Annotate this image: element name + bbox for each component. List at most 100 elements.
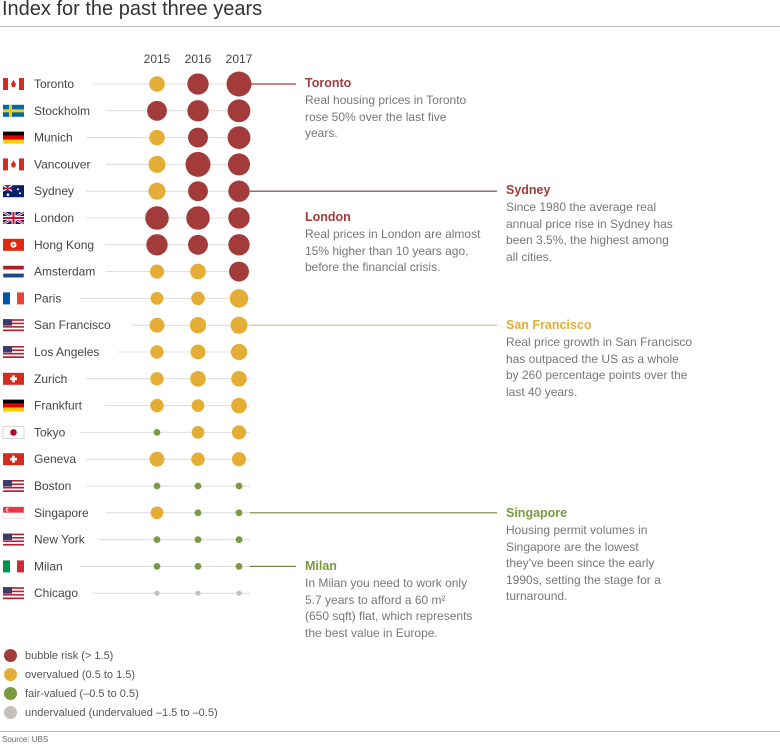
flag-se-icon bbox=[3, 104, 24, 117]
bubble-stockholm-2015 bbox=[147, 100, 167, 121]
annotation-text-line: by 260 percentage points over the bbox=[506, 368, 688, 382]
footer-divider bbox=[0, 731, 780, 732]
city-label: Toronto bbox=[34, 77, 74, 91]
city-label: Amsterdam bbox=[34, 265, 95, 279]
city-label: Paris bbox=[34, 291, 61, 305]
bubble-stockholm-2016 bbox=[187, 100, 209, 122]
bubble-milan-2015 bbox=[153, 563, 161, 570]
bubble-amsterdam-2015 bbox=[149, 264, 165, 279]
bubble-geneva-2015 bbox=[149, 451, 165, 467]
annotation-text-line: Singapore are the lowest bbox=[506, 539, 639, 554]
bubble-los-angeles-2017 bbox=[230, 343, 248, 361]
flag-de-icon bbox=[3, 131, 24, 144]
page-title: Index for the past three years bbox=[2, 0, 263, 20]
bubble-new-york-2015 bbox=[153, 536, 161, 543]
annotation-text-line: 5.7 years to afford a 60 m² bbox=[305, 592, 446, 607]
bubble-sydney-2015 bbox=[148, 182, 166, 200]
bubble-geneva-2017 bbox=[231, 452, 247, 467]
bubble-tokyo-2017 bbox=[231, 425, 247, 440]
city-label: San Francisco bbox=[34, 318, 111, 332]
bubble-london-2015 bbox=[145, 206, 169, 230]
bubble-toronto-2016 bbox=[187, 73, 209, 95]
city-label: Stockholm bbox=[34, 104, 90, 118]
city-label: New York bbox=[34, 533, 86, 547]
bubble-vancouver-2015 bbox=[148, 155, 166, 173]
bubble-paris-2016 bbox=[191, 291, 205, 306]
year-header-2017: 2017 bbox=[226, 52, 253, 66]
bubble-munich-2017 bbox=[227, 126, 251, 149]
bubble-frankfurt-2016 bbox=[191, 399, 205, 412]
annotation-title: Sydney bbox=[506, 183, 551, 197]
bubble-frankfurt-2017 bbox=[231, 397, 247, 414]
annotation-text-line: the best value in Europe. bbox=[305, 625, 438, 640]
flag-nl-icon bbox=[2, 265, 25, 278]
city-label: Geneva bbox=[34, 452, 76, 466]
annotation-text-line: annual price rise in Sydney has bbox=[506, 216, 673, 231]
annotation-title: Singapore bbox=[506, 506, 568, 520]
bubble-milan-2017 bbox=[235, 563, 243, 570]
annotation-text-line: years. bbox=[305, 126, 338, 140]
bubble-sydney-2016 bbox=[188, 181, 208, 202]
flag-us-icon bbox=[3, 346, 24, 358]
flag-de-icon bbox=[3, 399, 24, 412]
annotation-text-line: Real price growth in San Francisco bbox=[506, 335, 693, 349]
bubble-amsterdam-2016 bbox=[190, 263, 206, 280]
bubble-chart: 2015 2016 2017 Toronto Stockholm Munich Vancou… bbox=[2, 52, 497, 600]
bubble-zurich-2016 bbox=[190, 371, 206, 387]
flag-us-icon bbox=[3, 587, 24, 600]
bubble-san-francisco-2016 bbox=[189, 317, 207, 334]
annotation-title: London bbox=[305, 210, 351, 224]
bubble-munich-2016 bbox=[188, 127, 208, 148]
city-label: Boston bbox=[34, 479, 71, 493]
annotation-london: London Real prices in London are almost 15… bbox=[305, 209, 480, 276]
annotation-text-line: rose 50% over the last five bbox=[305, 109, 447, 124]
flag-jp-icon bbox=[2, 426, 25, 439]
year-header-2015: 2015 bbox=[144, 52, 171, 66]
flag-us-icon bbox=[3, 480, 24, 492]
legend-label: undervalued (undervalued –1.5 to –0.5) bbox=[25, 706, 218, 719]
bubble-boston-2017 bbox=[235, 482, 243, 490]
bubble-new-york-2017 bbox=[235, 536, 243, 543]
legend-label: fair-valued (–0.5 to 0.5) bbox=[25, 687, 139, 700]
title-divider bbox=[0, 26, 780, 27]
city-label: Munich bbox=[34, 131, 73, 145]
bubble-los-angeles-2015 bbox=[150, 345, 164, 359]
bubble-boston-2016 bbox=[194, 482, 202, 490]
flag-gb-icon bbox=[2, 210, 25, 226]
bubble-zurich-2015 bbox=[150, 372, 164, 386]
bubble-singapore-2015 bbox=[150, 506, 164, 520]
bubble-hong-kong-2016 bbox=[188, 234, 208, 255]
annotation-text-line: Real housing prices in Toronto bbox=[305, 93, 467, 107]
annotation-text-line: (650 sqft) flat, which represents bbox=[305, 609, 473, 623]
bubble-hong-kong-2017 bbox=[228, 234, 250, 256]
year-header-2016: 2016 bbox=[185, 52, 212, 66]
annotation-text-line: turnaround. bbox=[506, 589, 568, 603]
bubble-stockholm-2017 bbox=[227, 99, 251, 123]
bubble-paris-2017 bbox=[229, 289, 249, 308]
annotation-toronto: Toronto Real housing prices in Toronto ros… bbox=[305, 75, 466, 142]
bubble-geneva-2016 bbox=[191, 452, 205, 466]
annotation-singapore: Singapore Housing permit volumes in Singap… bbox=[506, 505, 661, 605]
flag-ca-icon bbox=[3, 158, 24, 171]
city-label: Chicago bbox=[34, 586, 78, 600]
legend-label: bubble risk (> 1.5) bbox=[25, 649, 114, 662]
annotation-text-line: been 3.5%, the highest among bbox=[506, 233, 669, 247]
city-label: Tokyo bbox=[34, 425, 66, 439]
legend-item-undervalued: undervalued (undervalued –1.5 to –0.5) bbox=[4, 706, 218, 719]
flag-sg-icon bbox=[2, 506, 25, 520]
annotation-text-line: In Milan you need to work only bbox=[305, 576, 468, 590]
city-label: Singapore bbox=[34, 506, 89, 520]
bubble-amsterdam-2017 bbox=[229, 261, 249, 282]
annotation-milan: Milan In Milan you need to work only 5.7 y… bbox=[305, 558, 472, 641]
flag-ca-icon bbox=[3, 78, 24, 90]
flag-hk-icon bbox=[3, 238, 24, 251]
bubble-chicago-2016 bbox=[195, 590, 201, 596]
annotation-title: Toronto bbox=[305, 76, 352, 90]
bubble-sydney-2017 bbox=[228, 180, 250, 202]
city-label: Los Angeles bbox=[34, 345, 99, 359]
flag-us-icon bbox=[3, 319, 24, 332]
city-label: Hong Kong bbox=[34, 238, 94, 252]
bubble-san-francisco-2015 bbox=[149, 317, 165, 333]
bubble-vancouver-2017 bbox=[227, 153, 251, 176]
bubble-munich-2015 bbox=[149, 129, 165, 146]
